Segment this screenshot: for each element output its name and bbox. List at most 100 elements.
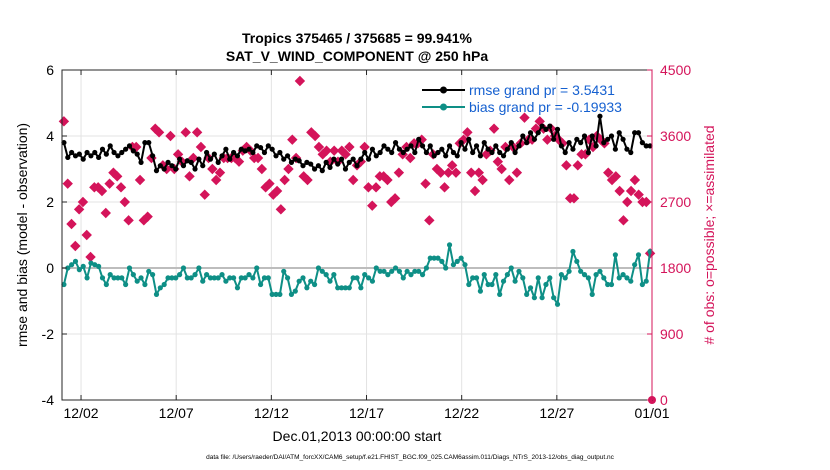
bias-point bbox=[142, 281, 148, 288]
obs-point bbox=[275, 204, 287, 215]
rmse-point bbox=[257, 144, 264, 151]
rmse-point bbox=[446, 143, 453, 149]
bias-point bbox=[597, 268, 603, 274]
bias-point bbox=[130, 272, 136, 278]
bias-point bbox=[204, 272, 210, 278]
obs-point bbox=[561, 160, 572, 171]
bias-point bbox=[246, 272, 252, 278]
rmse-point bbox=[169, 163, 175, 169]
rmse-point bbox=[335, 161, 341, 167]
rmse-point bbox=[381, 143, 387, 149]
bias-point bbox=[404, 268, 410, 274]
y2-tick-label: 4500 bbox=[660, 62, 691, 78]
y-tick-label: 0 bbox=[46, 260, 54, 276]
obs-point bbox=[62, 178, 73, 189]
rmse-point bbox=[400, 149, 406, 156]
rmse-point bbox=[246, 146, 252, 152]
rmse-point bbox=[211, 151, 217, 157]
rmse-point bbox=[265, 143, 271, 149]
rmse-point bbox=[180, 163, 187, 169]
bias-point bbox=[566, 268, 572, 274]
bias-point bbox=[639, 281, 645, 288]
rmse-point bbox=[439, 146, 445, 152]
bias-point bbox=[277, 291, 283, 297]
bias-point bbox=[72, 258, 79, 264]
rmse-point bbox=[635, 130, 642, 136]
obs-point bbox=[199, 189, 210, 200]
bias-point bbox=[358, 285, 364, 291]
obs-point bbox=[66, 218, 77, 230]
bias-point bbox=[466, 281, 472, 288]
bias-point bbox=[250, 275, 256, 281]
legend-bias-label: bias grand pr = -0.19933 bbox=[469, 99, 622, 115]
rmse-point bbox=[435, 149, 441, 156]
rmse-point bbox=[427, 143, 433, 149]
rmse-point bbox=[628, 149, 634, 156]
bias-point bbox=[311, 281, 318, 288]
obs-point bbox=[81, 229, 92, 241]
obs-point bbox=[344, 141, 355, 153]
rmse-point bbox=[300, 163, 306, 169]
rmse-point bbox=[273, 153, 279, 159]
bias-point bbox=[173, 275, 179, 281]
bias-point bbox=[535, 275, 541, 281]
bias-point bbox=[338, 285, 345, 291]
bias-point bbox=[99, 275, 106, 281]
rmse-point bbox=[188, 159, 194, 165]
y-axis-right: 0 900 1800 2700 3600 4500 bbox=[647, 62, 691, 408]
rmse-point bbox=[223, 146, 229, 152]
bias-point bbox=[242, 275, 248, 281]
obs-point bbox=[252, 152, 264, 164]
bias-point bbox=[69, 262, 75, 268]
obs-point bbox=[153, 127, 165, 138]
obs-point bbox=[359, 141, 370, 153]
bias-point bbox=[612, 252, 618, 258]
rmse-point bbox=[578, 140, 584, 146]
bias-point bbox=[477, 288, 483, 294]
rmse-point bbox=[551, 136, 557, 142]
rmse-point bbox=[500, 153, 507, 159]
bias-point bbox=[354, 275, 360, 281]
rmse-point bbox=[365, 156, 372, 162]
rmse-point bbox=[80, 156, 86, 162]
obs-point bbox=[283, 163, 294, 175]
obs-point bbox=[382, 174, 393, 186]
rmse-point bbox=[431, 153, 437, 159]
bias-point bbox=[562, 275, 568, 281]
rmse-point bbox=[111, 149, 117, 156]
bias-point bbox=[153, 291, 160, 297]
obs-point bbox=[469, 185, 481, 197]
bias-point bbox=[146, 268, 152, 274]
rmse-point bbox=[146, 140, 152, 146]
rmse-point bbox=[527, 130, 534, 136]
bias-point bbox=[431, 255, 437, 261]
bias-point bbox=[589, 291, 595, 297]
x-tick-label: 12/22 bbox=[444, 405, 479, 421]
obs-point bbox=[568, 193, 580, 204]
bias-point bbox=[608, 281, 615, 288]
legend-rmse-label: rmse grand pr = 3.5431 bbox=[469, 82, 615, 98]
rmse-point bbox=[88, 153, 94, 159]
bias-point bbox=[184, 275, 190, 281]
rmse-point bbox=[581, 133, 588, 139]
rmse-point bbox=[215, 159, 221, 165]
rmse-point bbox=[261, 149, 268, 156]
obs-point bbox=[625, 185, 637, 197]
obs-point bbox=[367, 200, 378, 211]
bias-point bbox=[362, 272, 368, 278]
rmse-point bbox=[142, 140, 148, 146]
rmse-point bbox=[539, 123, 545, 129]
bias-point bbox=[157, 285, 163, 291]
obs-point bbox=[184, 171, 195, 182]
rmse-point bbox=[443, 153, 449, 159]
y2-tick-label: 1800 bbox=[660, 260, 691, 276]
rmse-point bbox=[605, 136, 611, 142]
rmse-point bbox=[423, 149, 430, 156]
rmse-point bbox=[331, 156, 337, 162]
bias-point bbox=[192, 272, 198, 278]
rmse-point bbox=[161, 166, 167, 172]
rmse-point bbox=[327, 164, 333, 170]
rmse-point bbox=[373, 153, 379, 159]
obs-assimilated-series bbox=[58, 75, 656, 404]
rmse-point bbox=[466, 136, 472, 142]
